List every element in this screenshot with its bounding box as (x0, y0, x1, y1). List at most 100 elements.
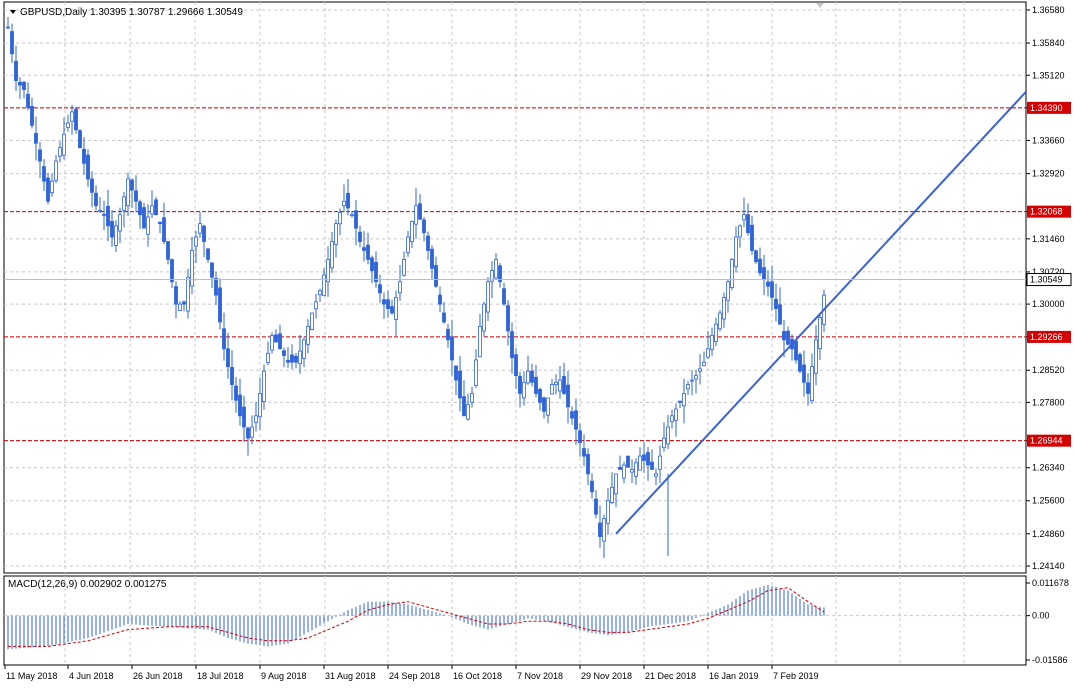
time-tick-label: 29 Nov 2018 (581, 671, 632, 681)
candle-body (354, 210, 358, 229)
candle-body (638, 455, 642, 471)
candle-body (750, 224, 754, 251)
candle-body (134, 190, 138, 202)
candle-body (90, 178, 94, 193)
dropdown-triangle-icon[interactable] (10, 10, 16, 14)
candle-body (442, 312, 446, 323)
price-tick-label: 1.27800 (1032, 397, 1065, 407)
candle-body (410, 221, 414, 243)
time-tick-label: 11 May 2018 (6, 671, 57, 681)
candle-body (474, 359, 478, 386)
price-axis: 1.36580 1.35840 1.35120 1.34390 1.33660 1.329… (1026, 5, 1065, 571)
candle-body (50, 180, 54, 194)
candle-body (418, 203, 422, 220)
candle-body (506, 305, 510, 332)
level-badge (1027, 434, 1071, 447)
candle-body (362, 247, 366, 251)
candle-body (538, 389, 542, 403)
candle-body (726, 281, 730, 301)
candle-body (782, 331, 786, 341)
candle-body (358, 231, 362, 242)
candle-body (594, 498, 598, 515)
candle-body (130, 179, 134, 191)
candle-body (206, 248, 210, 260)
candlestick-series (6, 16, 826, 558)
candle-body (218, 287, 222, 323)
chart-header[interactable]: GBPUSD,Daily 1.30395 1.30787 1.29666 1.3… (10, 7, 243, 18)
candle-body (498, 265, 502, 283)
candle-body (502, 288, 506, 305)
candle-body (486, 281, 490, 313)
candle-body (22, 81, 26, 90)
candle-body (390, 306, 394, 314)
candle-body (494, 258, 498, 279)
macd-tick-label: 0.011678 (1032, 578, 1069, 588)
price-tick-label: 1.30720 (1032, 267, 1065, 277)
macd-panel-frame (3, 575, 1027, 666)
candle-body (650, 461, 654, 470)
candle-body (798, 354, 802, 372)
candle-body (642, 454, 646, 461)
candle-body (286, 359, 290, 363)
candle-body (366, 244, 370, 260)
level-badge (1027, 330, 1071, 343)
candle-body (322, 274, 326, 297)
scroll-marker-icon[interactable] (816, 3, 824, 8)
candle-body (266, 352, 270, 363)
candle-body (302, 339, 306, 359)
candle-body (270, 334, 274, 351)
candle-body (698, 368, 702, 372)
macd-label: MACD(12,26,9) 0.002902 0.001275 (8, 579, 167, 590)
trendline[interactable] (615, 91, 1027, 535)
time-tick-label: 9 Aug 2018 (261, 671, 307, 681)
time-tick-label: 24 Sep 2018 (389, 671, 440, 681)
price-tick-label: 1.32920 (1032, 169, 1065, 179)
candle-body (706, 348, 710, 358)
macd-axis: 0.011678 0.00 -0.01586 (1026, 578, 1069, 665)
candle-body (230, 367, 234, 385)
candle-body (794, 340, 798, 361)
candle-body (254, 415, 258, 423)
time-axis: 11 May 2018 4 Jun 2018 26 Jun 2018 18 Jul 2… (4, 665, 819, 681)
candle-body (202, 225, 206, 242)
candle-body (658, 455, 662, 470)
candle-body (58, 147, 62, 157)
price-tick-label: 1.24140 (1032, 561, 1065, 571)
candle-body (682, 393, 686, 407)
candle-body (178, 303, 182, 311)
candle-body (222, 328, 226, 350)
candle-body (54, 160, 58, 181)
candle-body (414, 205, 418, 225)
candle-body (78, 130, 82, 149)
candle-body (526, 370, 530, 384)
candle-body (86, 154, 90, 180)
candle-body (686, 384, 690, 390)
candle-body (578, 430, 582, 444)
candle-body (810, 366, 814, 402)
candle-body (126, 178, 130, 207)
candle-body (582, 448, 586, 457)
candle-body (490, 270, 494, 282)
candle-body (622, 464, 626, 479)
candle-body (694, 375, 698, 380)
candle-body (334, 223, 338, 245)
current-price-label: 1.30549 (1030, 275, 1063, 285)
candle-body (294, 355, 298, 363)
candle-body (198, 223, 202, 234)
candle-body (374, 261, 378, 283)
level-badge-label: 1.32068 (1030, 207, 1063, 217)
candle-body (226, 348, 230, 368)
candle-body (718, 312, 722, 330)
candle-body (310, 312, 314, 330)
candle-body (802, 364, 806, 383)
candle-body (330, 241, 334, 269)
candle-body (598, 522, 602, 537)
candle-body (530, 370, 534, 383)
price-badges: 1.34390 1.32068 1.29266 1.26944 1.30549 (4, 101, 1072, 447)
candle-body (570, 411, 574, 419)
candle-body (454, 365, 458, 381)
candle-body (558, 379, 562, 392)
candle-body (742, 214, 746, 221)
candle-body (46, 177, 50, 202)
